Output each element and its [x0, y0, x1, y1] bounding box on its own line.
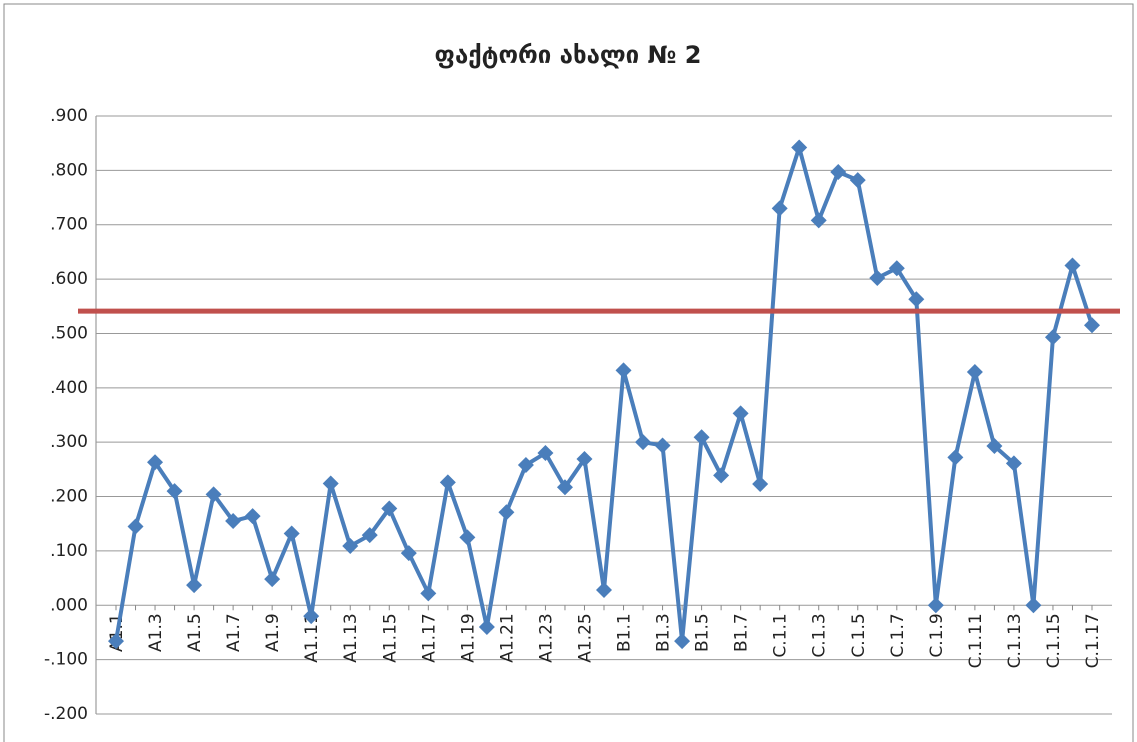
x-tick-label: A1.11 [302, 613, 322, 662]
chart-frame [3, 3, 1134, 742]
x-tick-label: A1.23 [536, 613, 556, 662]
x-tick-label: C.1.17 [1083, 613, 1103, 668]
x-tick-label: A1.15 [380, 613, 400, 662]
marker [225, 513, 242, 530]
marker [888, 260, 905, 277]
marker [478, 619, 495, 636]
y-tick-label: .600 [50, 269, 88, 289]
marker [264, 571, 281, 588]
x-tick-label: B1.5 [693, 613, 713, 652]
chart-title: ფაქტორი ახალი № 2 [435, 41, 702, 69]
marker [186, 577, 203, 594]
y-tick-label: .400 [50, 378, 88, 398]
y-tick-label: -.200 [44, 704, 88, 724]
marker [517, 457, 534, 474]
y-tick-label: .300 [50, 432, 88, 452]
marker [1044, 329, 1061, 346]
x-tick-label: C.1.7 [888, 613, 908, 657]
y-tick-label: .100 [50, 541, 88, 561]
marker [966, 364, 983, 381]
marker [244, 508, 261, 525]
marker [615, 362, 632, 379]
marker [752, 476, 769, 493]
x-tick-label: A1.17 [419, 613, 439, 662]
x-tick-label: A1.21 [497, 613, 517, 662]
marker [927, 597, 944, 614]
marker [556, 479, 573, 496]
x-tick-label: A1.7 [224, 613, 244, 652]
marker [810, 212, 827, 229]
marker [361, 527, 378, 544]
marker [127, 518, 144, 535]
marker [439, 474, 456, 491]
x-tick-label: B1.7 [732, 613, 752, 652]
marker [1084, 317, 1100, 334]
x-tick-label: C.1.1 [771, 613, 791, 657]
marker [830, 163, 847, 180]
marker [791, 139, 808, 156]
marker [947, 449, 964, 466]
marker [420, 585, 437, 602]
x-tick-label: C.1.13 [1005, 613, 1025, 668]
marker [1025, 597, 1042, 614]
marker [635, 434, 652, 451]
marker [303, 608, 320, 625]
y-tick-label: .500 [50, 323, 88, 343]
marker [322, 475, 339, 492]
x-tick-label: C.1.5 [849, 613, 869, 657]
x-tick-label: A1.13 [341, 613, 361, 662]
marker [498, 504, 515, 521]
marker [400, 545, 417, 562]
x-tick-label: A1.25 [575, 613, 595, 662]
marker [713, 467, 730, 484]
marker [732, 405, 749, 422]
x-tick-label: B1.3 [654, 613, 674, 652]
marker [674, 633, 691, 650]
x-tick-label: C.1.11 [966, 613, 986, 668]
marker [166, 483, 183, 500]
y-tick-label: .900 [50, 106, 88, 126]
marker [869, 270, 886, 287]
marker [459, 529, 476, 546]
x-tick-label: A1.5 [185, 613, 205, 652]
x-tick-label: B1.1 [615, 613, 635, 652]
marker [108, 633, 124, 650]
x-tick-label: C.1.9 [927, 613, 947, 657]
y-tick-label: .800 [50, 160, 88, 180]
marker [986, 437, 1003, 454]
marker [596, 582, 612, 599]
marker [1005, 455, 1022, 472]
marker [576, 451, 593, 468]
y-tick-label: .200 [50, 487, 88, 507]
marker [654, 437, 671, 454]
marker [537, 445, 554, 462]
marker [381, 500, 398, 517]
marker [849, 172, 866, 189]
marker [342, 538, 359, 555]
y-tick-label: -.100 [44, 650, 88, 670]
marker [283, 525, 300, 542]
y-tick-label: .700 [50, 215, 88, 235]
x-tick-label: A1.19 [458, 613, 478, 662]
marker [908, 291, 925, 308]
marker [205, 486, 222, 503]
x-tick-label: A1.3 [146, 613, 166, 652]
marker [147, 454, 164, 471]
x-tick-label: A1.9 [263, 613, 283, 652]
marker [771, 200, 788, 217]
x-tick-label: C.1.15 [1044, 613, 1064, 668]
marker [693, 429, 710, 446]
x-tick-label: C.1.3 [810, 613, 830, 657]
y-tick-label: .000 [50, 595, 88, 615]
marker [1064, 257, 1081, 274]
